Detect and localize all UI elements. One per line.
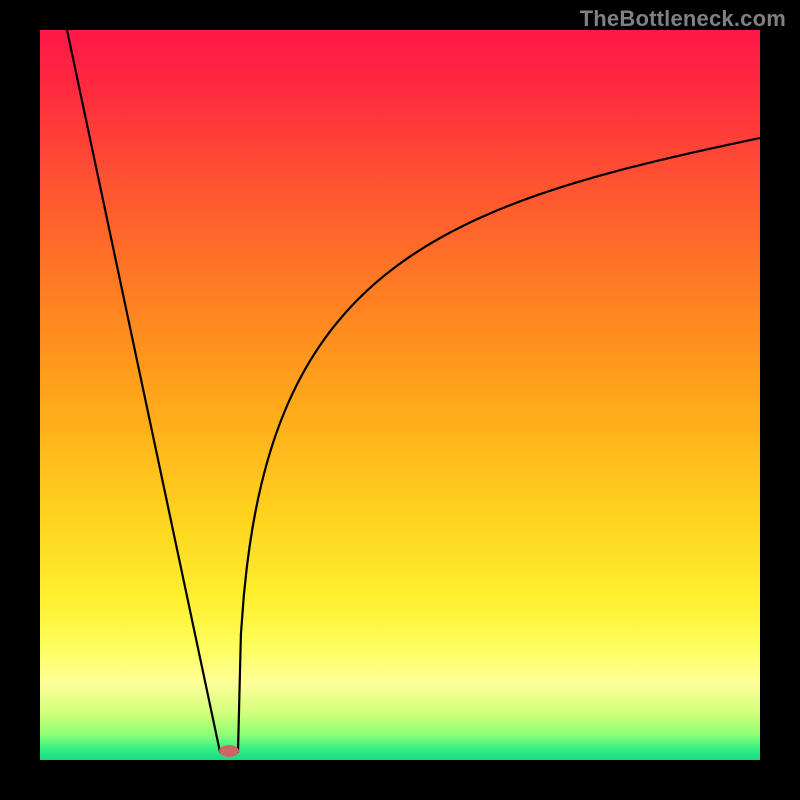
chart-frame: TheBottleneck.com [0, 0, 800, 800]
plot-background [40, 30, 760, 760]
bottleneck-chart [0, 0, 800, 800]
optimum-marker [219, 745, 239, 757]
